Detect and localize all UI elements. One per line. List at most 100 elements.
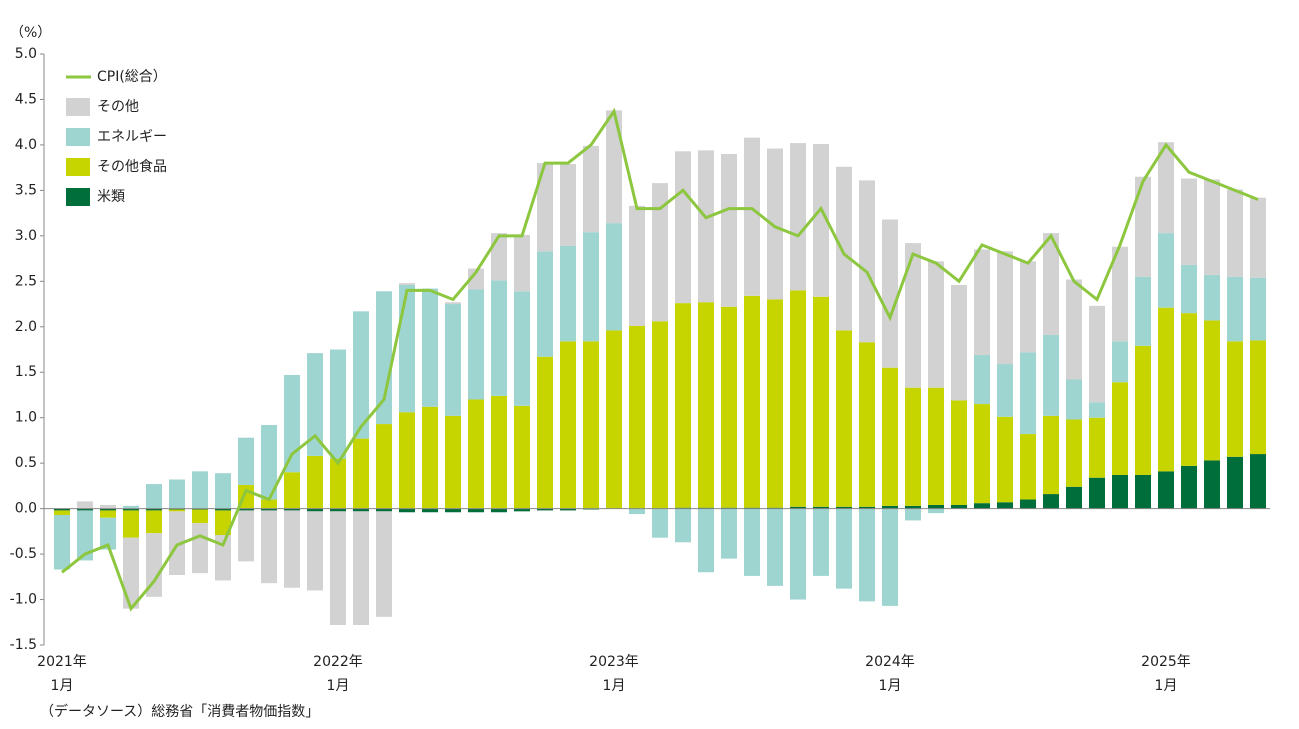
bar-segment	[284, 472, 300, 509]
bar-segment	[767, 299, 783, 508]
bar-segment	[284, 510, 300, 588]
bar-segment	[560, 341, 576, 509]
bar-segment	[1043, 334, 1059, 416]
bar-segment	[1250, 277, 1266, 341]
bar-segment	[583, 145, 599, 233]
y-axis-label: （%）	[10, 25, 51, 41]
bar-segment	[721, 154, 737, 307]
bar-segment	[307, 353, 323, 456]
bar-segment	[54, 514, 70, 570]
bar-segment	[836, 508, 852, 589]
bar-segment	[882, 367, 898, 506]
bar-segment	[1135, 176, 1151, 277]
y-tick-label: 4.0	[15, 137, 37, 153]
bar-segment	[951, 504, 967, 509]
bar-segment	[238, 510, 254, 562]
bar-segment	[1227, 456, 1243, 509]
bar-segment	[261, 508, 277, 511]
bar-segment	[1089, 477, 1105, 509]
bar-segment	[445, 304, 461, 416]
y-tick-label: -1.0	[10, 592, 37, 608]
bar-segment	[353, 508, 369, 512]
bar-segment	[376, 424, 392, 509]
bar-segment	[997, 251, 1013, 365]
bar-segment	[1158, 233, 1174, 308]
bar-segment	[468, 289, 484, 400]
bar-segment	[445, 302, 461, 305]
bar-segment	[560, 245, 576, 342]
bar-segment	[215, 473, 231, 509]
bar-segment	[1250, 340, 1266, 455]
bar-segment	[422, 288, 438, 407]
bar-segment	[675, 303, 691, 508]
bar-segment	[1181, 313, 1197, 466]
bar-segment	[790, 290, 806, 507]
bar-segment	[100, 510, 116, 518]
bar-segment	[1135, 276, 1151, 346]
bar-segment	[905, 505, 921, 509]
bar-segment	[1020, 352, 1036, 435]
y-tick-label: 5.0	[15, 46, 37, 62]
bar-segment	[399, 283, 415, 285]
bar-segment	[169, 511, 185, 575]
bar-segment	[790, 506, 806, 509]
bar-segment	[928, 504, 944, 509]
bar-segment	[422, 508, 438, 513]
bar-segment	[307, 455, 323, 509]
source-note: （データソース）総務省「消費者物価指数」	[40, 703, 319, 720]
bar-segment	[1020, 434, 1036, 500]
bar-segment	[123, 508, 139, 511]
bar-segment	[1066, 419, 1082, 487]
y-tick-label: -1.5	[10, 637, 37, 653]
x-tick-label: 1月	[603, 678, 626, 694]
y-tick-label: 3.0	[15, 228, 37, 244]
bar-segment	[537, 356, 553, 509]
bar-segment	[882, 508, 898, 606]
bar-segment	[1158, 142, 1174, 234]
x-tick-label: 2023年	[589, 654, 639, 670]
bar-segment	[652, 508, 668, 538]
bar-segment	[859, 506, 875, 509]
bar-segment	[192, 523, 208, 574]
bar-segment	[928, 261, 944, 388]
legend-label: CPI(総合）	[97, 69, 167, 85]
bar-segment	[54, 508, 70, 511]
bar-segment	[1066, 379, 1082, 420]
bar-segment	[997, 502, 1013, 509]
bar-segment	[1181, 264, 1197, 314]
bar-segment	[997, 416, 1013, 503]
bar-segment	[606, 330, 622, 509]
bar-segment	[859, 508, 875, 602]
bar-segment	[399, 412, 415, 509]
bar-segment	[744, 295, 760, 508]
x-tick-label: 1月	[1155, 678, 1178, 694]
bar-segment	[1066, 486, 1082, 509]
bar-segment	[1112, 382, 1128, 475]
bar-segment	[606, 223, 622, 331]
bar-segment	[376, 291, 392, 425]
bar-segment	[1066, 279, 1082, 380]
bar-segment	[652, 183, 668, 322]
bar-segment	[974, 404, 990, 504]
bar-segment	[123, 510, 139, 538]
bar-segment	[146, 510, 162, 534]
bar-segment	[468, 399, 484, 509]
bar-segment	[790, 143, 806, 291]
bar-segment	[100, 504, 116, 509]
bar-segment	[215, 508, 231, 511]
bar-segment	[928, 387, 944, 505]
bar-segment	[1204, 179, 1220, 275]
bar-segment	[261, 499, 277, 509]
bar-segment	[192, 509, 208, 524]
bar-segment	[629, 205, 645, 326]
bar-segment	[974, 354, 990, 405]
bar-segment	[1043, 494, 1059, 509]
bar-segment	[215, 534, 231, 581]
bar-segment	[629, 325, 645, 509]
bar-segment	[1135, 345, 1151, 475]
bar-segment	[399, 508, 415, 513]
bar-segment	[261, 510, 277, 584]
bar-segment	[491, 508, 507, 513]
bar-segment	[813, 296, 829, 507]
legend-swatch	[66, 188, 90, 206]
